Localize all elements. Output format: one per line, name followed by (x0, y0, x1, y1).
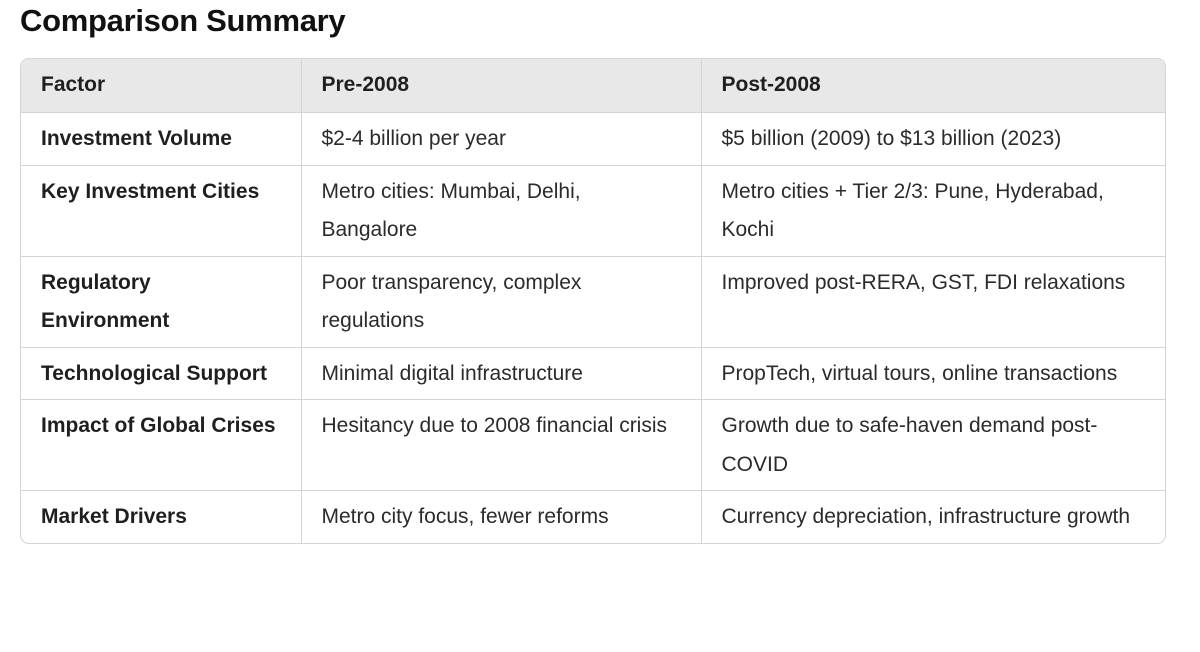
post-2008-cell: Growth due to safe-haven demand post-COV… (701, 399, 1165, 491)
post-2008-cell: Metro cities + Tier 2/3: Pune, Hyderabad… (701, 165, 1165, 257)
table-row: Regulatory Environment Poor transparency… (21, 256, 1165, 348)
factor-cell: Market Drivers (21, 490, 302, 543)
factor-cell: Key Investment Cities (21, 165, 302, 257)
factor-cell: Investment Volume (21, 112, 302, 166)
table-header-row: Factor Pre-2008 Post-2008 (21, 59, 1165, 113)
table-row: Key Investment Cities Metro cities: Mumb… (21, 165, 1165, 257)
table-row: Impact of Global Crises Hesitancy due to… (21, 399, 1165, 491)
factor-cell: Technological Support (21, 347, 302, 400)
page-title: Comparison Summary (20, 3, 346, 38)
pre-2008-cell: Metro city focus, fewer reforms (301, 490, 702, 543)
pre-2008-cell: Minimal digital infrastructure (301, 347, 702, 400)
column-header-factor: Factor (21, 59, 302, 113)
table-row: Market Drivers Metro city focus, fewer r… (21, 490, 1165, 543)
table-row: Investment Volume $2-4 billion per year … (21, 112, 1165, 166)
post-2008-cell: $5 billion (2009) to $13 billion (2023) (701, 112, 1165, 166)
factor-cell: Impact of Global Crises (21, 399, 302, 491)
pre-2008-cell: Poor transparency, complex regulations (301, 256, 702, 348)
pre-2008-cell: Hesitancy due to 2008 financial crisis (301, 399, 702, 491)
post-2008-cell: Currency depreciation, infrastructure gr… (721, 505, 1131, 528)
post-2008-cell: Improved post-RERA, GST, FDI relaxations (701, 256, 1165, 348)
column-header-pre-2008: Pre-2008 (301, 59, 702, 113)
pre-2008-cell: $2-4 billion per year (301, 112, 702, 166)
comparison-table: Factor Pre-2008 Post-2008 Investment Vol… (20, 58, 1166, 544)
table-row: Technological Support Minimal digital in… (21, 347, 1165, 400)
factor-cell: Regulatory Environment (21, 256, 302, 348)
post-2008-cell: PropTech, virtual tours, online transact… (701, 347, 1165, 400)
pre-2008-cell: Metro cities: Mumbai, Delhi, Bangalore (301, 165, 702, 257)
column-header-post-2008: Post-2008 (701, 59, 1165, 113)
